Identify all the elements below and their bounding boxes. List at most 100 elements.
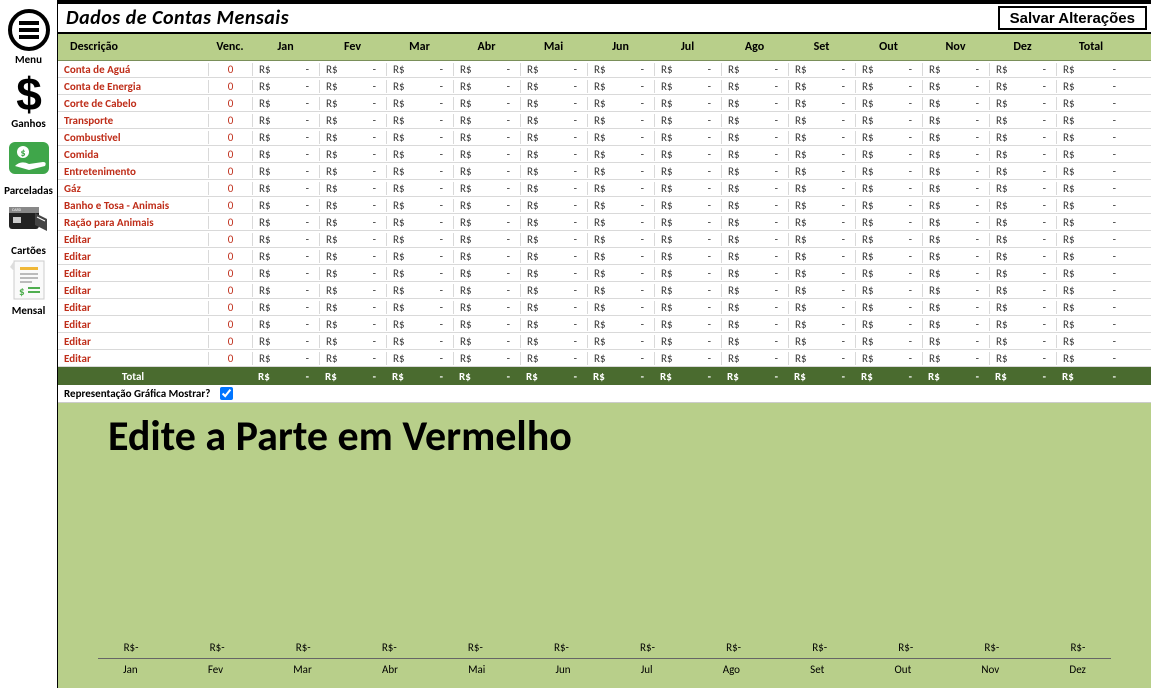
row-month-cell[interactable]: R$-	[587, 199, 654, 212]
row-month-cell[interactable]: R$-	[453, 148, 520, 161]
row-month-cell[interactable]: R$-	[587, 97, 654, 110]
row-desc[interactable]: Comida	[58, 148, 208, 161]
row-venc[interactable]: 0	[208, 97, 252, 110]
row-month-cell[interactable]: R$-	[319, 182, 386, 195]
row-month-cell[interactable]: R$-	[721, 267, 788, 280]
row-month-cell[interactable]: R$-	[587, 267, 654, 280]
table-row[interactable]: Editar0R$-R$-R$-R$-R$-R$-R$-R$-R$-R$-R$-…	[58, 333, 1151, 350]
row-month-cell[interactable]: R$-	[922, 335, 989, 348]
row-month-cell[interactable]: R$-	[855, 80, 922, 93]
row-month-cell[interactable]: R$-	[386, 216, 453, 229]
row-month-cell[interactable]: R$-	[520, 114, 587, 127]
row-month-cell[interactable]: R$-	[654, 233, 721, 246]
row-venc[interactable]: 0	[208, 352, 252, 365]
row-month-cell[interactable]: R$-	[922, 80, 989, 93]
row-month-cell[interactable]: R$-	[252, 335, 319, 348]
row-month-cell[interactable]: R$-	[721, 199, 788, 212]
table-row[interactable]: Banho e Tosa - Animais0R$-R$-R$-R$-R$-R$…	[58, 197, 1151, 214]
table-row[interactable]: Editar0R$-R$-R$-R$-R$-R$-R$-R$-R$-R$-R$-…	[58, 282, 1151, 299]
row-month-cell[interactable]: R$-	[922, 199, 989, 212]
row-month-cell[interactable]: R$-	[587, 63, 654, 76]
row-month-cell[interactable]: R$-	[252, 284, 319, 297]
row-venc[interactable]: 0	[208, 80, 252, 93]
row-month-cell[interactable]: R$-	[453, 131, 520, 144]
row-month-cell[interactable]: R$-	[520, 233, 587, 246]
row-month-cell[interactable]: R$-	[922, 352, 989, 365]
row-month-cell[interactable]: R$-	[788, 165, 855, 178]
row-month-cell[interactable]: R$-	[386, 182, 453, 195]
row-month-cell[interactable]: R$-	[989, 97, 1056, 110]
row-venc[interactable]: 0	[208, 233, 252, 246]
row-month-cell[interactable]: R$-	[855, 148, 922, 161]
row-month-cell[interactable]: R$-	[922, 114, 989, 127]
row-month-cell[interactable]: R$-	[520, 352, 587, 365]
row-month-cell[interactable]: R$-	[855, 199, 922, 212]
row-month-cell[interactable]: R$-	[386, 301, 453, 314]
row-month-cell[interactable]: R$-	[386, 352, 453, 365]
row-month-cell[interactable]: R$-	[721, 148, 788, 161]
row-month-cell[interactable]: R$-	[788, 114, 855, 127]
row-month-cell[interactable]: R$-	[453, 267, 520, 280]
row-venc[interactable]: 0	[208, 148, 252, 161]
row-month-cell[interactable]: R$-	[386, 165, 453, 178]
row-month-cell[interactable]: R$-	[654, 284, 721, 297]
row-venc[interactable]: 0	[208, 284, 252, 297]
row-month-cell[interactable]: R$-	[453, 233, 520, 246]
row-month-cell[interactable]: R$-	[989, 182, 1056, 195]
row-month-cell[interactable]: R$-	[654, 216, 721, 229]
row-month-cell[interactable]: R$-	[520, 318, 587, 331]
row-month-cell[interactable]: R$-	[520, 80, 587, 93]
row-month-cell[interactable]: R$-	[319, 250, 386, 263]
row-month-cell[interactable]: R$-	[587, 318, 654, 331]
table-row[interactable]: Conta de Energia0R$-R$-R$-R$-R$-R$-R$-R$…	[58, 78, 1151, 95]
row-month-cell[interactable]: R$-	[654, 182, 721, 195]
row-month-cell[interactable]: R$-	[252, 131, 319, 144]
row-month-cell[interactable]: R$-	[788, 284, 855, 297]
row-month-cell[interactable]: R$-	[654, 250, 721, 263]
row-desc[interactable]: Editar	[58, 284, 208, 297]
row-month-cell[interactable]: R$-	[319, 301, 386, 314]
row-desc[interactable]: Ração para Animais	[58, 216, 208, 229]
row-desc[interactable]: Banho e Tosa - Animais	[58, 199, 208, 212]
row-month-cell[interactable]: R$-	[252, 97, 319, 110]
row-month-cell[interactable]: R$-	[252, 199, 319, 212]
row-month-cell[interactable]: R$-	[721, 233, 788, 246]
row-month-cell[interactable]: R$-	[386, 233, 453, 246]
row-month-cell[interactable]: R$-	[788, 335, 855, 348]
row-month-cell[interactable]: R$-	[721, 80, 788, 93]
row-month-cell[interactable]: R$-	[587, 148, 654, 161]
row-month-cell[interactable]: R$-	[989, 216, 1056, 229]
row-venc[interactable]: 0	[208, 182, 252, 195]
row-month-cell[interactable]: R$-	[386, 199, 453, 212]
row-desc[interactable]: Combustivel	[58, 131, 208, 144]
row-month-cell[interactable]: R$-	[721, 63, 788, 76]
row-month-cell[interactable]: R$-	[587, 284, 654, 297]
row-month-cell[interactable]: R$-	[386, 250, 453, 263]
row-month-cell[interactable]: R$-	[386, 318, 453, 331]
sidebar-item-ganhos[interactable]: $ Ganhos	[0, 68, 57, 132]
sidebar-item-menu[interactable]: Menu	[0, 4, 57, 68]
row-month-cell[interactable]: R$-	[721, 335, 788, 348]
row-venc[interactable]: 0	[208, 131, 252, 144]
row-month-cell[interactable]: R$-	[788, 216, 855, 229]
row-month-cell[interactable]: R$-	[855, 352, 922, 365]
row-month-cell[interactable]: R$-	[453, 97, 520, 110]
row-month-cell[interactable]: R$-	[252, 267, 319, 280]
table-row[interactable]: Editar0R$-R$-R$-R$-R$-R$-R$-R$-R$-R$-R$-…	[58, 231, 1151, 248]
row-month-cell[interactable]: R$-	[520, 284, 587, 297]
row-month-cell[interactable]: R$-	[654, 80, 721, 93]
row-venc[interactable]: 0	[208, 318, 252, 331]
row-month-cell[interactable]: R$-	[922, 165, 989, 178]
row-desc[interactable]: Transporte	[58, 114, 208, 127]
table-row[interactable]: Editar0R$-R$-R$-R$-R$-R$-R$-R$-R$-R$-R$-…	[58, 299, 1151, 316]
row-month-cell[interactable]: R$-	[989, 148, 1056, 161]
row-month-cell[interactable]: R$-	[319, 131, 386, 144]
row-month-cell[interactable]: R$-	[453, 250, 520, 263]
row-month-cell[interactable]: R$-	[453, 335, 520, 348]
row-month-cell[interactable]: R$-	[319, 148, 386, 161]
row-month-cell[interactable]: R$-	[252, 182, 319, 195]
row-month-cell[interactable]: R$-	[855, 250, 922, 263]
row-month-cell[interactable]: R$-	[989, 131, 1056, 144]
row-desc[interactable]: Gáz	[58, 182, 208, 195]
row-month-cell[interactable]: R$-	[922, 250, 989, 263]
